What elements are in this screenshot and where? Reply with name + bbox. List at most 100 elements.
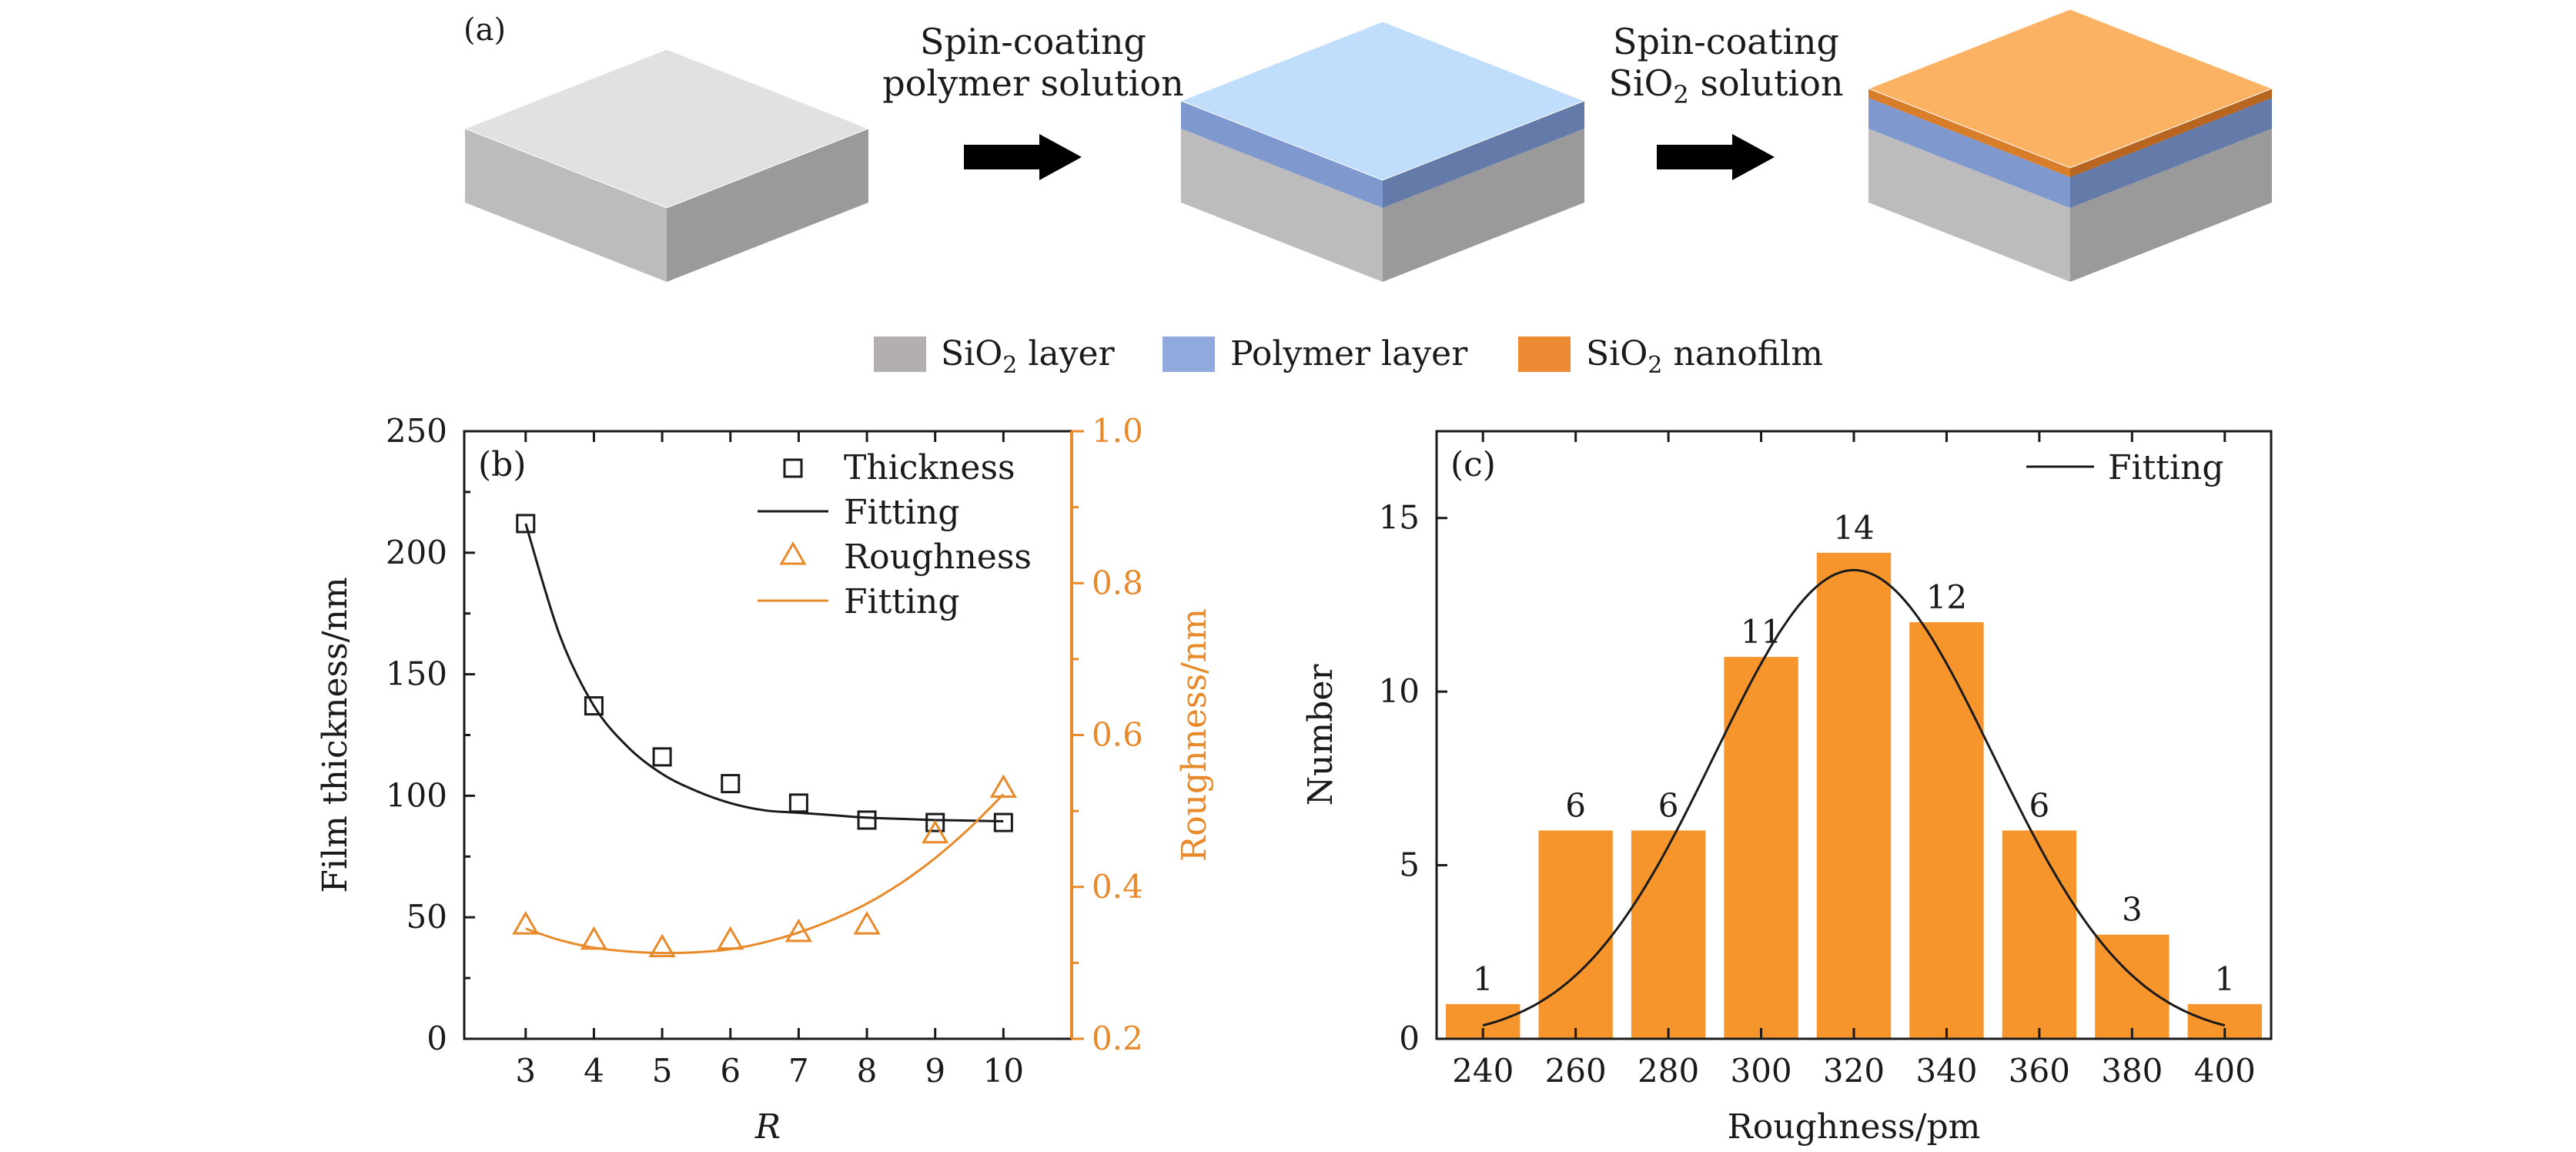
thickness-point	[857, 810, 877, 830]
panel-c-data-labels: 1 6 6 11 14 12 6 3 1	[1473, 509, 2235, 998]
thickness-point	[925, 812, 945, 832]
polymer-coated-block	[1179, 21, 1586, 282]
panel-b-x-axis-label: R	[754, 1107, 781, 1147]
bar	[1909, 621, 1984, 1039]
x-tick-label: 240	[1452, 1052, 1514, 1090]
panel-a-schematic: (a) Spin-coating polymer solution Spin-c…	[463, 8, 2273, 379]
roughness-point	[717, 926, 744, 950]
x-tick-label: 10	[983, 1052, 1024, 1090]
nanofilm-right-face	[2070, 89, 2272, 177]
x-tick-label: 3	[515, 1052, 536, 1090]
x-tick-label: 260	[1545, 1052, 1607, 1090]
y-tick-label: 250	[386, 412, 447, 450]
roughness-point	[785, 918, 812, 943]
arrow-1-head	[1039, 134, 1082, 180]
panel-b-legend: Thickness Fitting Roughness Fitting	[758, 448, 1032, 621]
x-tick-label: 360	[2009, 1052, 2070, 1090]
legend-label-sio2-layer: SiO2 layer	[941, 334, 1116, 379]
roughness-point	[648, 933, 676, 958]
thickness-point	[788, 793, 808, 813]
x-tick-label: 8	[857, 1052, 878, 1090]
bar	[2095, 934, 2170, 1039]
bar	[1816, 552, 1892, 1039]
step-2-line-1: Spin-coating	[1613, 21, 1839, 62]
roughness-point	[512, 911, 540, 935]
x-tick-label: 280	[1638, 1052, 1699, 1090]
legend-swatch-sio2-layer	[874, 337, 926, 372]
data-label: 1	[1473, 960, 1494, 998]
nanofilm-top-face	[1867, 8, 2273, 169]
bar	[2002, 830, 2077, 1039]
right-y-tick-label: 0.4	[1092, 868, 1143, 906]
y-tick-label: 100	[386, 776, 447, 814]
substrate-top-face	[463, 49, 870, 209]
panel-c-ticks: 240 260 280 300 320 340 360 380 400 0 5 10 15	[1379, 431, 2256, 1090]
bar	[1538, 830, 1613, 1039]
y-tick-label: 5	[1399, 846, 1420, 884]
arrow-2-shaft	[1657, 145, 1734, 169]
data-label: 6	[1658, 786, 1679, 824]
roughness-fit-line	[525, 793, 1005, 955]
arrow-1	[964, 134, 1082, 180]
x-tick-label: 320	[1823, 1052, 1885, 1090]
panel-b-plot-frame	[463, 430, 1073, 1040]
substrate-left-face	[1868, 129, 2070, 282]
y-tick-label: 10	[1379, 672, 1420, 710]
legend-label-polymer-layer: Polymer layer	[1230, 334, 1468, 373]
x-tick-label: 6	[720, 1052, 741, 1090]
panel-b-label: (b)	[478, 445, 527, 484]
data-label: 12	[1926, 578, 1967, 616]
legend-roughness: Roughness	[844, 537, 1032, 577]
data-label: 11	[1741, 613, 1781, 651]
panel-c-bars	[1446, 552, 2262, 1039]
y-tick-label: 0	[427, 1020, 447, 1057]
bar	[1724, 657, 1798, 1039]
panel-b-right-y-axis-label: Roughness/nm	[1175, 608, 1214, 862]
arrow-1-shaft	[964, 145, 1041, 169]
panel-b-y-axis-label: Film thickness/nm	[316, 577, 355, 892]
right-y-tick-label: 0.6	[1092, 716, 1143, 754]
panel-b-right-axis: 0.2 0.4 0.6 0.8 1.0	[1070, 412, 1143, 1057]
arrow-2-head	[1732, 134, 1775, 180]
panel-c-label: (c)	[1450, 445, 1496, 484]
right-y-tick-label: 0.2	[1092, 1020, 1143, 1057]
polymer-right-face	[2070, 98, 2272, 208]
step-1-line-2: polymer solution	[882, 62, 1183, 104]
substrate-right-face	[667, 129, 868, 282]
legend-fitting: Fitting	[2108, 448, 2224, 487]
x-tick-label: 400	[2194, 1052, 2256, 1090]
substrate-left-face	[465, 129, 667, 282]
y-tick-label: 15	[1379, 499, 1420, 537]
y-tick-label: 50	[406, 898, 447, 936]
data-label: 1	[2214, 960, 2235, 998]
roughness-point	[989, 774, 1017, 799]
data-label: 6	[1565, 786, 1586, 824]
x-tick-label: 380	[2101, 1052, 2163, 1090]
substrate-left-face	[1181, 129, 1383, 282]
panel-a-legend: SiO2 layer Polymer layer SiO2 nanofilm	[874, 334, 1823, 379]
roughness-point	[580, 926, 608, 950]
substrate-right-face	[2070, 129, 2272, 282]
nanofilm-coated-block	[1867, 8, 2273, 282]
legend-thickness-marker	[783, 458, 803, 478]
thickness-point	[652, 747, 672, 767]
panel-c-y-axis-label: Number	[1301, 664, 1340, 806]
panel-c-legend: Fitting	[2026, 448, 2224, 487]
polymer-top-face	[1179, 21, 1586, 181]
data-label: 3	[2122, 891, 2143, 929]
legend-roughness-marker	[779, 541, 807, 565]
legend-roughness-fitting: Fitting	[844, 582, 960, 621]
x-tick-label: 340	[1915, 1052, 1977, 1090]
y-tick-label: 200	[386, 534, 447, 571]
x-tick-label: 9	[925, 1052, 945, 1090]
step-1-line-1: Spin-coating	[920, 21, 1146, 62]
thickness-point	[584, 696, 604, 716]
arrow-2	[1657, 134, 1775, 180]
polymer-left-face	[1868, 98, 2070, 208]
polymer-right-face	[1383, 101, 1584, 208]
thickness-point	[721, 774, 741, 794]
